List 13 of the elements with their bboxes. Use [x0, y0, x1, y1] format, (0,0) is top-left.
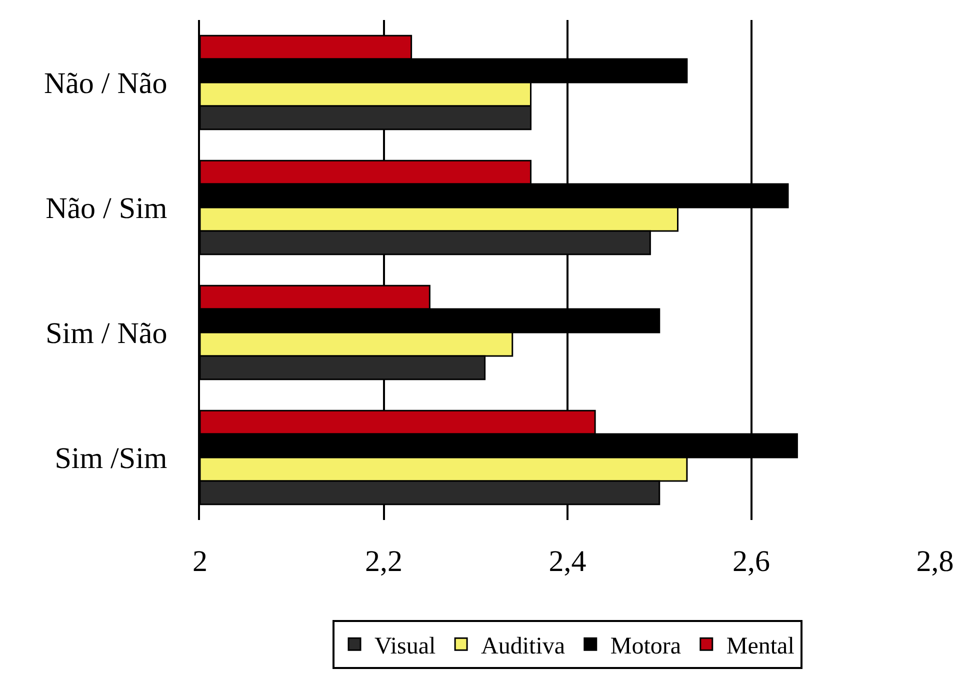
y-tick-label: Sim /Sim: [54, 442, 168, 475]
y-tick-label: Sim / Não: [46, 317, 168, 350]
y-tick-label: Não / Não: [44, 67, 168, 100]
legend-label: Auditiva: [481, 633, 566, 660]
x-tick-label: 2,6: [732, 545, 770, 578]
legend-label: Mental: [726, 633, 795, 660]
legend-label: Visual: [374, 633, 436, 660]
legend-label: Motora: [610, 633, 682, 660]
x-tick-label: 2,4: [548, 545, 586, 578]
x-tick-label: 2,8: [916, 545, 954, 578]
x-tick-label: 2,2: [365, 545, 402, 578]
y-tick-label: Não / Sim: [46, 192, 168, 225]
x-tick-label: 2: [192, 545, 208, 578]
